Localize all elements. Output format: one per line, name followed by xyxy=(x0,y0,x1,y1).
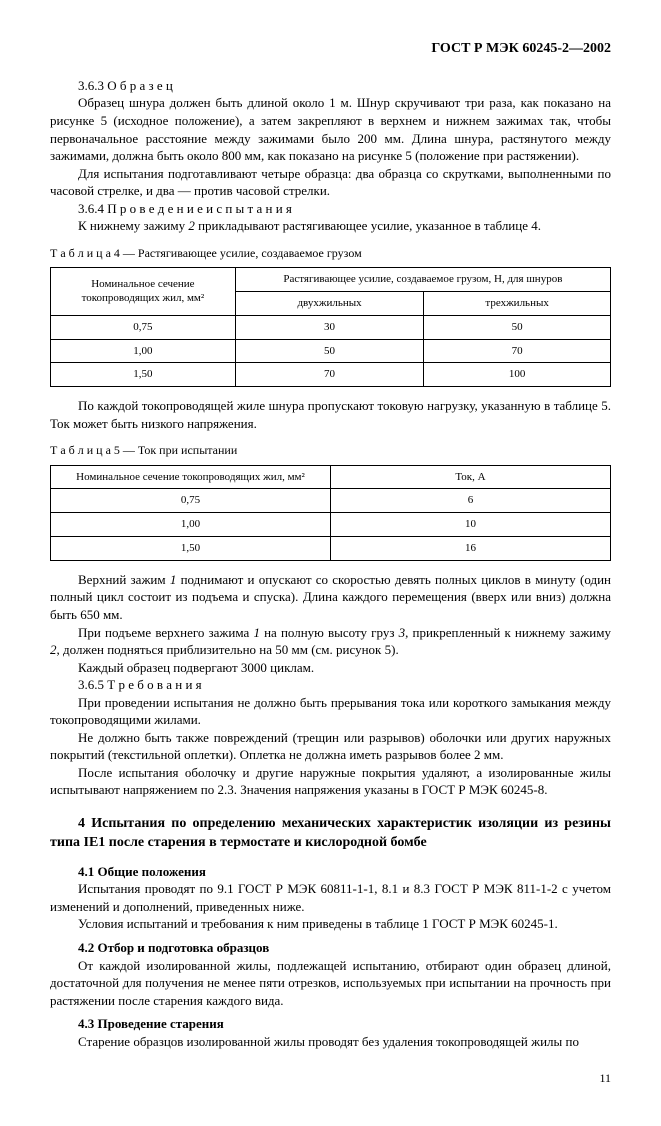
cell: 0,75 xyxy=(51,315,236,339)
para: Не должно быть также повреждений (трещин… xyxy=(50,729,611,764)
sec-364: 3.6.4 П р о в е д е н и е и с п ы т а н … xyxy=(50,200,611,218)
text: При подъеме верхнего зажима xyxy=(78,625,253,640)
doc-header: ГОСТ Р МЭК 60245-2—2002 xyxy=(50,40,611,59)
para: Условия испытаний и требования к ним при… xyxy=(50,915,611,933)
sec-42: 4.2 Отбор и подготовка образцов xyxy=(50,939,611,957)
cell: 10 xyxy=(331,513,611,537)
sec-365: 3.6.5 Т р е б о в а н и я xyxy=(50,676,611,694)
section-4-title: 4 Испытания по определению механических … xyxy=(50,815,611,853)
t4-h2a: двухжильных xyxy=(235,291,423,315)
cell: 0,75 xyxy=(51,489,331,513)
para: Каждый образец подвергают 3000 циклам. xyxy=(50,659,611,677)
table-row: 0,75 6 xyxy=(51,489,611,513)
text: Верхний зажим xyxy=(78,572,170,587)
sec-title: О б р а з е ц xyxy=(107,78,173,93)
t4-h1: Номинальное сечение токопроводящих жил, … xyxy=(51,268,236,316)
cell: 70 xyxy=(235,363,423,387)
cell: 1,00 xyxy=(51,513,331,537)
sec-num: 3.6.4 xyxy=(78,201,104,216)
cell: 6 xyxy=(331,489,611,513)
sec-title: Т р е б о в а н и я xyxy=(107,677,201,692)
para: От каждой изолированной жилы, подлежащей… xyxy=(50,957,611,1010)
t4-h2b: трехжильных xyxy=(424,291,611,315)
table-row: 1,00 10 xyxy=(51,513,611,537)
table5-caption: Т а б л и ц а 5 — Ток при испытании xyxy=(50,442,611,458)
cell: 70 xyxy=(424,339,611,363)
t5-h2: Ток, А xyxy=(331,465,611,489)
text: , должен подняться приблизительно на 50 … xyxy=(57,642,399,657)
text: , прикрепленный к нижнему зажиму xyxy=(405,625,611,640)
t4-h2: Растягивающее усилие, создаваемое грузом… xyxy=(235,268,610,292)
sec-num: 3.6.3 xyxy=(78,78,104,93)
table5: Номинальное сечение токопроводящих жил, … xyxy=(50,465,611,561)
page-number: 11 xyxy=(50,1070,611,1086)
para: При подъеме верхнего зажима 1 на полную … xyxy=(50,624,611,659)
cell: 1,50 xyxy=(51,363,236,387)
table-row: 1,00 50 70 xyxy=(51,339,611,363)
sec-43: 4.3 Проведение старения xyxy=(50,1015,611,1033)
t5-h1: Номинальное сечение токопроводящих жил, … xyxy=(51,465,331,489)
para: После испытания оболочку и другие наружн… xyxy=(50,764,611,799)
cell: 50 xyxy=(424,315,611,339)
para: Испытания проводят по 9.1 ГОСТ Р МЭК 608… xyxy=(50,880,611,915)
para: Старение образцов изолированной жилы про… xyxy=(50,1033,611,1051)
sec-363: 3.6.3 О б р а з е ц xyxy=(50,77,611,95)
text: на полную высоту груз xyxy=(260,625,399,640)
sec-num: 3.6.5 xyxy=(78,677,104,692)
para: Верхний зажим 1 поднимают и опускают со … xyxy=(50,571,611,624)
table-row: 0,75 30 50 xyxy=(51,315,611,339)
text: К нижнему зажиму xyxy=(78,218,188,233)
sec-41: 4.1 Общие положения xyxy=(50,863,611,881)
cell: 100 xyxy=(424,363,611,387)
para: По каждой токопроводящей жиле шнура проп… xyxy=(50,397,611,432)
sec-title: П р о в е д е н и е и с п ы т а н и я xyxy=(107,201,292,216)
cell: 1,50 xyxy=(51,537,331,561)
para: Для испытания подготавливают четыре обра… xyxy=(50,165,611,200)
table4: Номинальное сечение токопроводящих жил, … xyxy=(50,267,611,387)
para: К нижнему зажиму 2 прикладывают растягив… xyxy=(50,217,611,235)
cell: 50 xyxy=(235,339,423,363)
para: Образец шнура должен быть длиной около 1… xyxy=(50,94,611,164)
cell: 30 xyxy=(235,315,423,339)
para: При проведении испытания не должно быть … xyxy=(50,694,611,729)
table-row: 1,50 16 xyxy=(51,537,611,561)
table-row: 1,50 70 100 xyxy=(51,363,611,387)
cell: 1,00 xyxy=(51,339,236,363)
cell: 16 xyxy=(331,537,611,561)
text: прикладывают растягивающее усилие, указа… xyxy=(195,218,541,233)
table4-caption: Т а б л и ц а 4 — Растягивающее усилие, … xyxy=(50,245,611,261)
